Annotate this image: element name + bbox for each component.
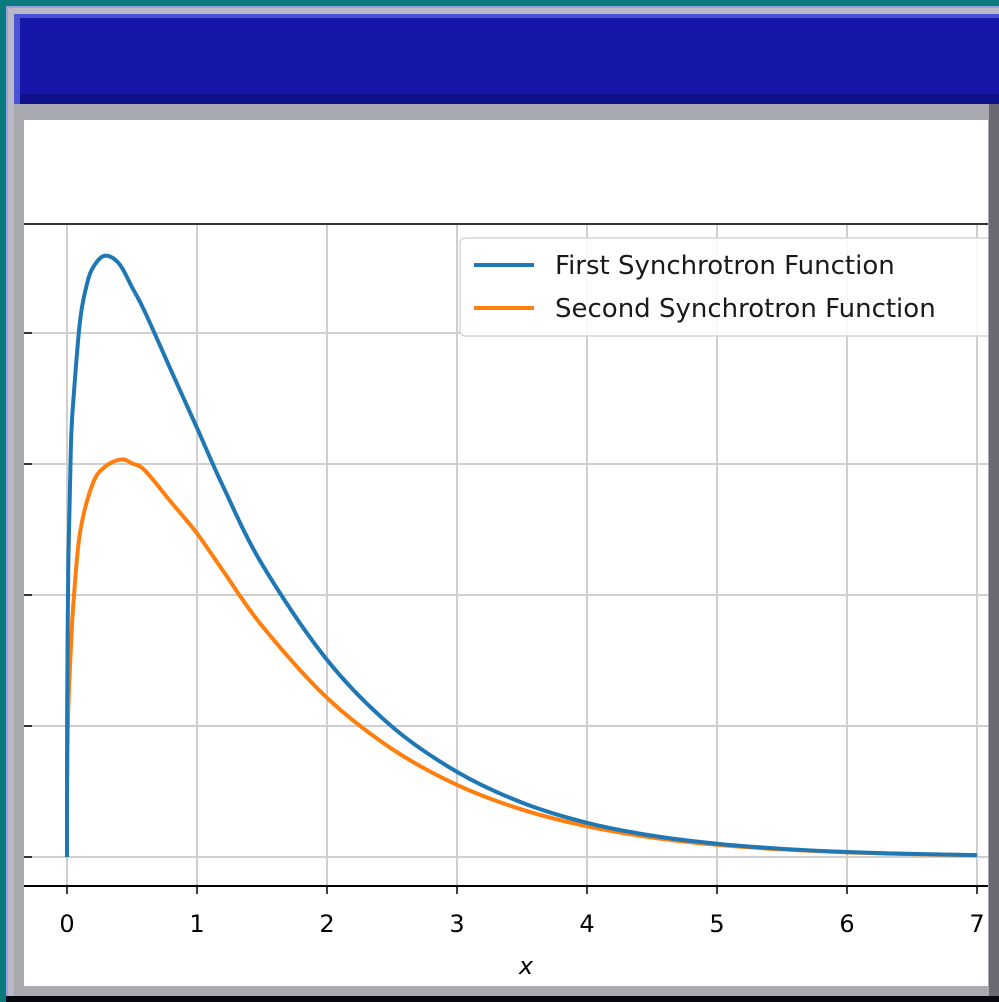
window-right-shadow: [989, 104, 999, 996]
x-tick-label: 5: [709, 910, 724, 938]
x-axis-label: x: [518, 952, 534, 980]
legend-label: Second Synchrotron Function: [555, 294, 936, 324]
x-tick-label: 7: [969, 910, 984, 938]
series-line-first: [64, 253, 978, 858]
title-bar-shadow: [20, 94, 999, 104]
x-tick-label: 0: [59, 910, 74, 938]
x-tick-label: 2: [319, 910, 334, 938]
window-title-bar[interactable]: [14, 14, 999, 104]
chart-canvas: 0 1 2 3 4 5 6 7 x First Synchrotron Function Secon…: [24, 120, 988, 986]
x-tick-label: 3: [449, 910, 464, 938]
legend-label: First Synchrotron Function: [555, 251, 895, 281]
legend-box: [459, 237, 988, 337]
x-tick-label: 1: [189, 910, 204, 938]
synchrotron-chart: 0 1 2 3 4 5 6 7 x First Synchrotron Function Secon…: [24, 223, 988, 980]
x-tick-label: 4: [579, 910, 594, 938]
series-line-second: [64, 457, 978, 858]
x-tick-label: 6: [839, 910, 854, 938]
